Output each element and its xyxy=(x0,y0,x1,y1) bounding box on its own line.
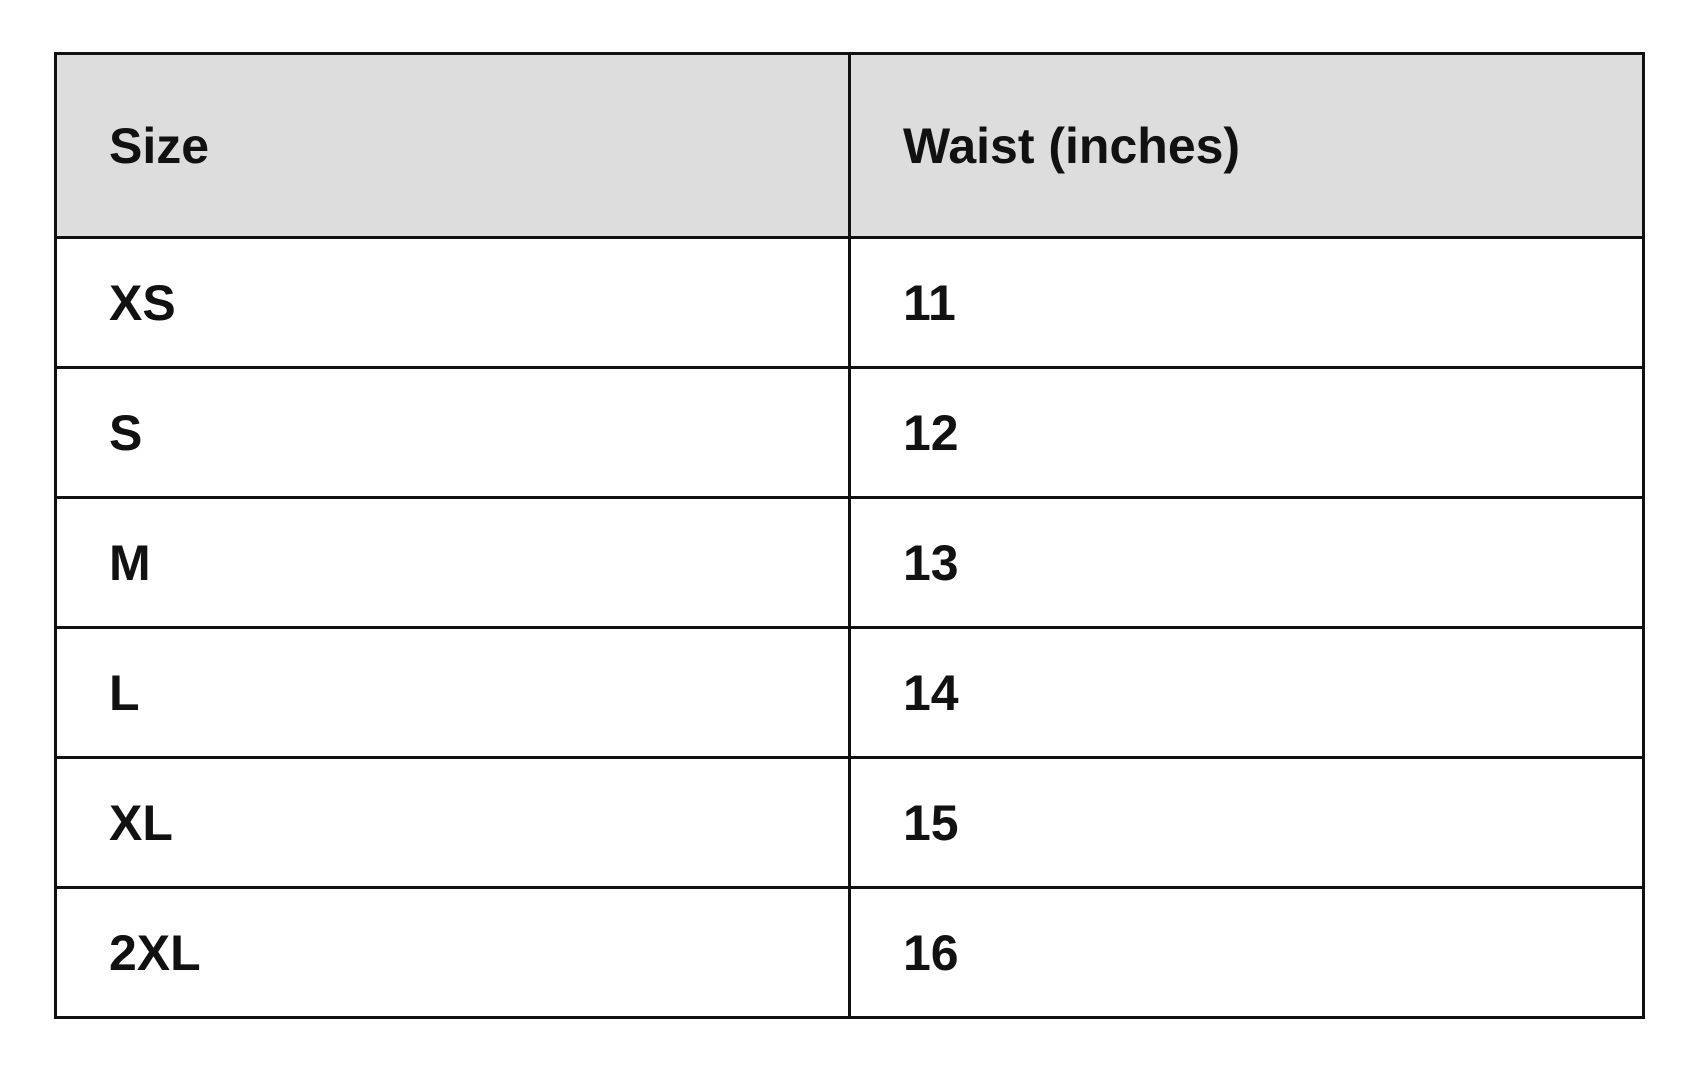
waist-cell: 12 xyxy=(848,366,1645,499)
header-row: Size Waist (inches) xyxy=(54,52,1645,239)
waist-cell: 13 xyxy=(848,496,1645,629)
size-cell: S xyxy=(54,366,851,499)
size-cell: XS xyxy=(54,236,851,369)
size-cell: 2XL xyxy=(54,886,851,1019)
size-cell: M xyxy=(54,496,851,629)
size-cell: XL xyxy=(54,756,851,889)
size-chart-table: Size Waist (inches) XS 11 S 12 M 13 L 14 XL 1… xyxy=(54,52,1645,1019)
table-row: M 13 xyxy=(54,496,1645,629)
header-waist: Waist (inches) xyxy=(848,52,1645,239)
table-row: L 14 xyxy=(54,626,1645,759)
table-row: XS 11 xyxy=(54,236,1645,369)
waist-cell: 16 xyxy=(848,886,1645,1019)
waist-cell: 11 xyxy=(848,236,1645,369)
waist-cell: 14 xyxy=(848,626,1645,759)
table-row: 2XL 16 xyxy=(54,886,1645,1019)
size-cell: L xyxy=(54,626,851,759)
table-row: XL 15 xyxy=(54,756,1645,889)
table-row: S 12 xyxy=(54,366,1645,499)
waist-cell: 15 xyxy=(848,756,1645,889)
header-size: Size xyxy=(54,52,851,239)
